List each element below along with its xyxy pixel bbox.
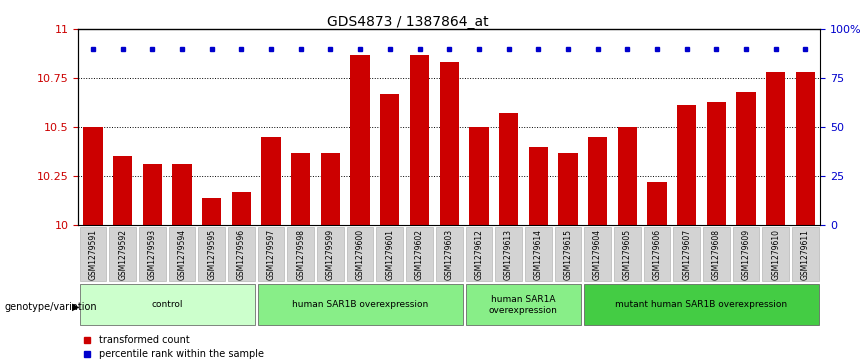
Bar xyxy=(439,62,459,225)
Text: GSM1279612: GSM1279612 xyxy=(475,229,483,280)
Bar xyxy=(470,127,489,225)
Text: GSM1279604: GSM1279604 xyxy=(593,229,602,280)
FancyBboxPatch shape xyxy=(465,227,492,281)
Text: GSM1279600: GSM1279600 xyxy=(356,229,365,280)
FancyBboxPatch shape xyxy=(347,227,373,281)
Bar xyxy=(351,54,370,225)
Text: GSM1279602: GSM1279602 xyxy=(415,229,424,280)
FancyBboxPatch shape xyxy=(465,285,582,325)
Bar xyxy=(618,127,637,225)
Bar xyxy=(648,182,667,225)
Bar xyxy=(83,127,102,225)
Bar xyxy=(588,137,608,225)
Text: GSM1279611: GSM1279611 xyxy=(801,229,810,280)
Bar xyxy=(261,137,280,225)
FancyBboxPatch shape xyxy=(614,227,641,281)
FancyBboxPatch shape xyxy=(644,227,670,281)
Text: control: control xyxy=(151,301,183,309)
Text: GSM1279614: GSM1279614 xyxy=(534,229,542,280)
Bar xyxy=(291,152,311,225)
Bar xyxy=(380,94,399,225)
FancyBboxPatch shape xyxy=(496,227,522,281)
Bar xyxy=(529,147,548,225)
FancyBboxPatch shape xyxy=(674,227,700,281)
Text: GSM1279606: GSM1279606 xyxy=(653,229,661,280)
FancyBboxPatch shape xyxy=(703,227,730,281)
Text: human SAR1B overexpression: human SAR1B overexpression xyxy=(292,301,428,309)
Text: GSM1279605: GSM1279605 xyxy=(623,229,632,280)
FancyBboxPatch shape xyxy=(168,227,195,281)
Bar xyxy=(766,72,786,225)
Text: GSM1279608: GSM1279608 xyxy=(712,229,720,280)
FancyBboxPatch shape xyxy=(287,227,314,281)
Text: ▶: ▶ xyxy=(72,302,80,312)
Text: GSM1279601: GSM1279601 xyxy=(385,229,394,280)
Bar xyxy=(410,54,429,225)
Bar xyxy=(142,164,162,225)
FancyBboxPatch shape xyxy=(733,227,760,281)
Text: GSM1279607: GSM1279607 xyxy=(682,229,691,280)
Text: GSM1279591: GSM1279591 xyxy=(89,229,97,280)
FancyBboxPatch shape xyxy=(109,227,136,281)
FancyBboxPatch shape xyxy=(792,227,819,281)
Bar xyxy=(321,152,340,225)
FancyBboxPatch shape xyxy=(258,285,463,325)
Bar xyxy=(796,72,815,225)
FancyBboxPatch shape xyxy=(228,227,254,281)
FancyBboxPatch shape xyxy=(139,227,166,281)
Text: GSM1279597: GSM1279597 xyxy=(266,229,275,280)
FancyBboxPatch shape xyxy=(80,285,254,325)
Text: GSM1279615: GSM1279615 xyxy=(563,229,572,280)
Bar xyxy=(113,156,132,225)
FancyBboxPatch shape xyxy=(406,227,433,281)
Bar xyxy=(499,113,518,225)
Text: GSM1279593: GSM1279593 xyxy=(148,229,157,280)
Legend: transformed count, percentile rank within the sample: transformed count, percentile rank withi… xyxy=(83,335,264,359)
Text: human SAR1A
overexpression: human SAR1A overexpression xyxy=(489,295,558,315)
FancyBboxPatch shape xyxy=(436,227,463,281)
Text: GDS4873 / 1387864_at: GDS4873 / 1387864_at xyxy=(327,15,489,29)
Bar xyxy=(232,192,251,225)
FancyBboxPatch shape xyxy=(258,227,285,281)
Bar xyxy=(173,164,192,225)
FancyBboxPatch shape xyxy=(584,227,611,281)
Text: GSM1279603: GSM1279603 xyxy=(444,229,454,280)
Text: GSM1279598: GSM1279598 xyxy=(296,229,306,280)
Bar xyxy=(707,102,726,225)
FancyBboxPatch shape xyxy=(377,227,403,281)
FancyBboxPatch shape xyxy=(80,227,106,281)
FancyBboxPatch shape xyxy=(555,227,582,281)
Text: GSM1279595: GSM1279595 xyxy=(207,229,216,280)
Text: GSM1279599: GSM1279599 xyxy=(326,229,335,280)
FancyBboxPatch shape xyxy=(199,227,225,281)
Bar xyxy=(736,92,756,225)
FancyBboxPatch shape xyxy=(584,285,819,325)
FancyBboxPatch shape xyxy=(762,227,789,281)
Bar xyxy=(677,106,696,225)
Text: GSM1279592: GSM1279592 xyxy=(118,229,127,280)
Text: GSM1279609: GSM1279609 xyxy=(741,229,751,280)
Text: genotype/variation: genotype/variation xyxy=(4,302,97,312)
Text: GSM1279613: GSM1279613 xyxy=(504,229,513,280)
Bar xyxy=(202,197,221,225)
Text: mutant human SAR1B overexpression: mutant human SAR1B overexpression xyxy=(615,301,787,309)
Text: GSM1279594: GSM1279594 xyxy=(178,229,187,280)
FancyBboxPatch shape xyxy=(317,227,344,281)
Bar xyxy=(558,152,577,225)
Text: GSM1279596: GSM1279596 xyxy=(237,229,246,280)
Text: GSM1279610: GSM1279610 xyxy=(772,229,780,280)
FancyBboxPatch shape xyxy=(525,227,551,281)
